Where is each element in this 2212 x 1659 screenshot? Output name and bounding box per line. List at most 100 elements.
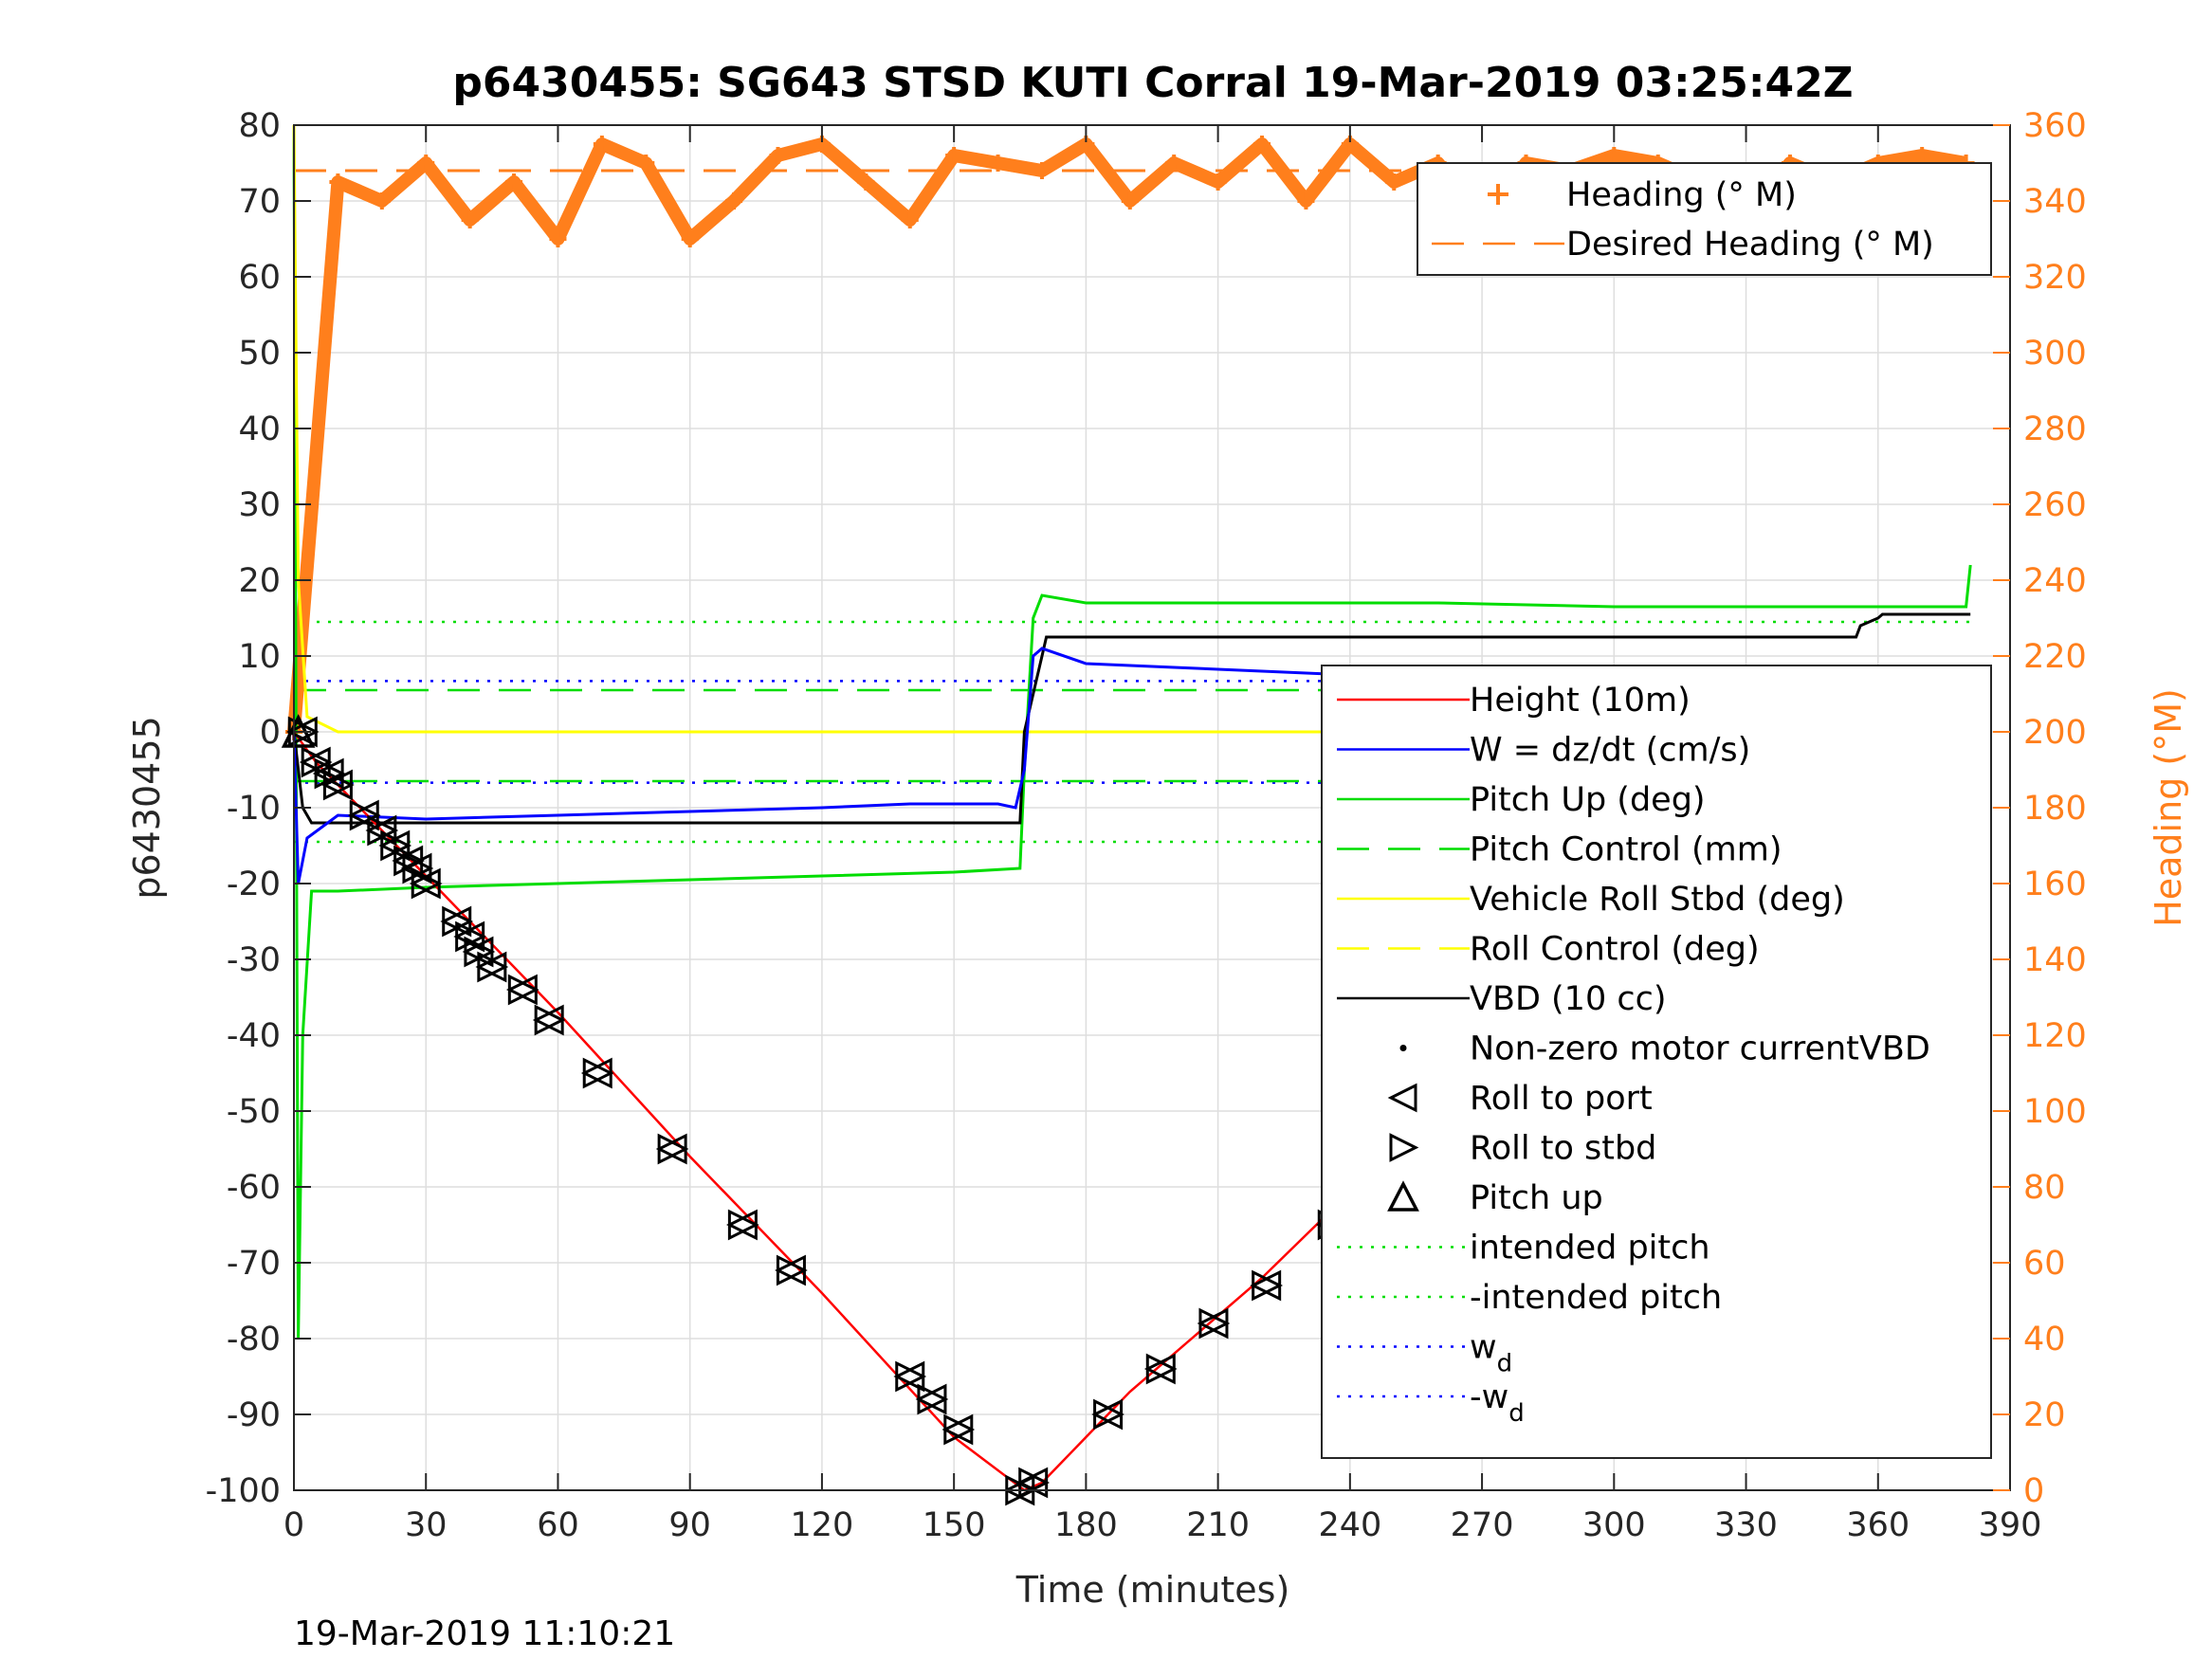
roll-to-stbd-marker bbox=[349, 799, 381, 831]
y-right-tick-label: 200 bbox=[2023, 714, 2087, 752]
x-tick-label: 90 bbox=[668, 1506, 711, 1544]
legend-main: Height (10m) W = dz/dt (cm/s) Pitch Up (de… bbox=[1321, 665, 1992, 1459]
roll-to-stbd-marker bbox=[1252, 1269, 1284, 1302]
chart-title: p6430455: SG643 STSD KUTI Corral 19-Mar-… bbox=[452, 59, 1853, 107]
y-right-tick-label: 160 bbox=[2023, 866, 2087, 903]
roll-to-stbd-marker bbox=[943, 1413, 976, 1446]
heading-point bbox=[637, 155, 655, 172]
legend-main-entry: -wd bbox=[1470, 1378, 1525, 1428]
legend-main-entry: Pitch Control (mm) bbox=[1470, 831, 1782, 869]
legend-main-entry: Roll Control (deg) bbox=[1470, 931, 1760, 969]
y-tick-label: -30 bbox=[227, 941, 281, 979]
legend-main-entry-label: Pitch Up (deg) bbox=[1470, 781, 1706, 819]
legend-main-entry-label: Roll Control (deg) bbox=[1470, 931, 1760, 969]
legend-main-entry-label: Vehicle Roll Stbd (deg) bbox=[1470, 881, 1845, 919]
legend-main-entry: wd bbox=[1470, 1329, 1512, 1378]
timestamp: 19-Mar-2019 11:10:21 bbox=[294, 1614, 675, 1653]
heading-point bbox=[1913, 147, 1931, 164]
x-tick-label: 330 bbox=[1714, 1506, 1778, 1544]
y-tick-label: 70 bbox=[238, 183, 281, 221]
heading-point bbox=[549, 230, 567, 247]
roll-to-stbd-marker bbox=[322, 769, 355, 801]
heading-point bbox=[1165, 155, 1183, 172]
legend-symbol bbox=[1389, 1133, 1419, 1162]
heading-point bbox=[725, 192, 743, 210]
y-right-tick-label: 20 bbox=[2023, 1396, 2066, 1434]
y-tick-label: 40 bbox=[238, 410, 281, 448]
series-line-3 bbox=[292, 612, 1971, 825]
y-tick-label: -80 bbox=[227, 1321, 281, 1358]
legend-main-entry-label: Pitch up bbox=[1470, 1179, 1603, 1217]
y-right-tick-label: 120 bbox=[2023, 1017, 2087, 1055]
legend-main-entry: W = dz/dt (cm/s) bbox=[1470, 732, 1750, 770]
y-tick-label: -60 bbox=[227, 1169, 281, 1207]
roll-to-stbd-marker bbox=[402, 852, 434, 884]
roll-to-stbd-marker bbox=[507, 974, 539, 1006]
legend-main-entry: Roll to port bbox=[1470, 1080, 1653, 1118]
y-right-tick-label: 300 bbox=[2023, 335, 2087, 373]
y-axis-right: 3603403203002802602402202001801601401201… bbox=[1993, 107, 2087, 1510]
heading-point bbox=[1253, 136, 1271, 153]
heading-point bbox=[329, 173, 347, 191]
legend-heading: Heading (° M) Desired Heading (° M) bbox=[1417, 162, 1992, 276]
roll-to-stbd-marker bbox=[582, 1057, 614, 1089]
legend-main-entry: Vehicle Roll Stbd (deg) bbox=[1470, 881, 1845, 919]
legend-symbol bbox=[1399, 1045, 1407, 1051]
y-tick-label: 50 bbox=[238, 335, 281, 373]
y-right-tick-label: 220 bbox=[2023, 638, 2087, 676]
legend-main-entry: intended pitch bbox=[1470, 1230, 1710, 1267]
heading-point bbox=[857, 173, 875, 191]
x-tick-label: 240 bbox=[1318, 1506, 1381, 1544]
legend-heading-entry: Heading (° M) bbox=[1566, 176, 1797, 214]
legend-main-entry-subscript: d bbox=[1508, 1399, 1525, 1428]
heading-point bbox=[593, 136, 611, 153]
y-axis-left: 80 70 60 50 40 30 20 10 0 -10 -20 -30 -40 -50 -60 -70 -8… bbox=[206, 107, 311, 1510]
legend-main-entry: Pitch up bbox=[1470, 1179, 1603, 1217]
x-tick-label: 150 bbox=[923, 1506, 986, 1544]
roll-to-stbd-marker bbox=[776, 1254, 808, 1286]
roll-to-stbd-marker bbox=[727, 1209, 759, 1241]
heading-point bbox=[373, 192, 391, 210]
legend-symbol bbox=[1387, 1180, 1419, 1212]
y-tick-label: -40 bbox=[227, 1017, 281, 1055]
legend-main-entry-label: W = dz/dt (cm/s) bbox=[1470, 732, 1750, 770]
y-right-tick-label: 40 bbox=[2023, 1321, 2066, 1358]
roll-to-stbd-marker bbox=[477, 951, 509, 983]
legend-main-entry-label: Height (10m) bbox=[1470, 682, 1691, 720]
heading-point bbox=[1209, 173, 1227, 191]
x-tick-label: 120 bbox=[791, 1506, 854, 1544]
legend-main-entry: VBD (10 cc) bbox=[1470, 980, 1667, 1018]
heading-point bbox=[945, 147, 963, 164]
heading-point bbox=[461, 211, 479, 228]
y-right-tick-label: 340 bbox=[2023, 183, 2087, 221]
roll-to-stbd-marker bbox=[1145, 1353, 1178, 1385]
y-tick-label: 30 bbox=[238, 486, 281, 524]
x-tick-label: 30 bbox=[405, 1506, 448, 1544]
legend-main-entry-label: Non-zero motor currentVBD bbox=[1470, 1030, 1930, 1068]
heading-point bbox=[681, 230, 699, 247]
x-axis: 0 30 60 90 120 150 180 210 240 270 300 330 360 390 bbox=[283, 125, 2042, 1544]
y-tick-label: -70 bbox=[227, 1245, 281, 1283]
roll-to-stbd-marker bbox=[895, 1360, 927, 1393]
y-axis-right-label: Heading (°M) bbox=[2148, 688, 2189, 927]
y-right-tick-label: 80 bbox=[2023, 1169, 2066, 1207]
y-right-tick-label: 140 bbox=[2023, 941, 2087, 979]
y-right-tick-label: 100 bbox=[2023, 1093, 2087, 1131]
roll-to-stbd-marker bbox=[534, 1004, 566, 1036]
legend-heading-box bbox=[1417, 162, 1992, 276]
x-tick-label: 270 bbox=[1451, 1506, 1514, 1544]
y-tick-label: 0 bbox=[260, 714, 281, 752]
y-right-tick-label: 280 bbox=[2023, 410, 2087, 448]
roll-to-stbd-marker bbox=[1093, 1398, 1124, 1431]
x-tick-label: 390 bbox=[1979, 1506, 2042, 1544]
legend-main-entry-label: intended pitch bbox=[1470, 1230, 1710, 1267]
x-tick-label: 210 bbox=[1186, 1506, 1250, 1544]
y-right-tick-label: 240 bbox=[2023, 562, 2087, 600]
y-tick-label: 20 bbox=[238, 562, 281, 600]
legend-main-box bbox=[1321, 665, 1992, 1459]
x-tick-label: 0 bbox=[283, 1506, 304, 1544]
y-right-tick-label: 320 bbox=[2023, 259, 2087, 297]
heading-point bbox=[1121, 192, 1139, 210]
heading-point bbox=[989, 155, 1007, 172]
